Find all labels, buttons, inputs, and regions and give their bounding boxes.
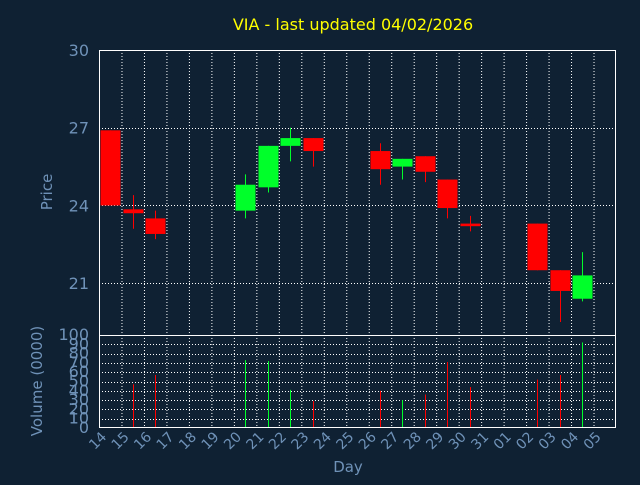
candle-body — [370, 151, 391, 170]
volume-tick-label: 50 — [69, 372, 89, 391]
x-tick-label: 30 — [446, 429, 470, 453]
candle-22 — [280, 127, 301, 162]
x-tick-label: 16 — [131, 429, 155, 453]
volume-bar-03 — [560, 374, 561, 428]
volume-bar-16 — [155, 374, 156, 428]
x-tick-label: 23 — [289, 429, 313, 453]
x-tick-label: 31 — [468, 429, 492, 453]
volume-bar-29 — [447, 361, 448, 428]
x-axis-label: Day — [333, 458, 363, 476]
candle-02 — [527, 223, 548, 271]
axes — [99, 50, 616, 428]
candle-23 — [303, 138, 324, 167]
volume-tick-label: 30 — [69, 390, 89, 409]
candle-body — [258, 145, 279, 188]
candle-body — [392, 158, 413, 167]
x-tick-label: 14 — [86, 429, 110, 453]
candle-body — [303, 138, 324, 152]
price-axes-frame — [99, 50, 616, 336]
x-tick-label: 27 — [378, 429, 402, 453]
volume-bars — [133, 342, 583, 428]
x-tick-label: 03 — [536, 429, 560, 453]
x-tick-label: 28 — [401, 429, 425, 453]
candle-20 — [235, 174, 256, 219]
volume-bar-15 — [133, 384, 134, 428]
price-tick-label: 21 — [69, 274, 89, 293]
volume-bar-30 — [470, 387, 471, 428]
volume-tick-label: 40 — [69, 381, 89, 400]
candle-body — [100, 130, 121, 206]
volume-bar-20 — [245, 360, 246, 428]
candle-body — [415, 156, 436, 172]
x-tick-label: 02 — [513, 429, 537, 453]
volume-tick-label: 80 — [69, 344, 89, 363]
volume-tick-label: 10 — [69, 409, 89, 428]
x-tick-label: 20 — [221, 429, 245, 453]
volume-bar-02 — [537, 379, 538, 428]
candle-body — [235, 184, 256, 211]
x-tick-label: 15 — [109, 429, 133, 453]
candle-body — [437, 179, 458, 209]
candle-16 — [145, 210, 166, 240]
volume-bar-28 — [425, 394, 426, 428]
candle-21 — [258, 145, 279, 193]
x-tick-label: 05 — [581, 429, 605, 453]
x-tick-label: 25 — [333, 429, 357, 453]
candle-body — [145, 218, 166, 234]
candle-30 — [460, 215, 481, 232]
volume-tick-label: 0 — [79, 418, 89, 437]
candle-body — [123, 209, 144, 214]
volume-axes-frame — [99, 335, 616, 428]
candles — [100, 127, 593, 323]
candle-29 — [437, 179, 458, 219]
candle-body — [460, 223, 481, 227]
x-tick-label: 04 — [558, 429, 582, 453]
candle-body — [527, 223, 548, 271]
price-grid — [99, 50, 616, 335]
chart-title: VIA - last updated 04/02/2026 — [233, 15, 473, 34]
x-tick-label: 29 — [423, 429, 447, 453]
candle-04 — [572, 252, 593, 302]
price-tick-label: 24 — [69, 196, 89, 215]
x-tick-label: 01 — [491, 429, 515, 453]
price-tick-label: 27 — [69, 119, 89, 138]
candle-14 — [100, 130, 121, 206]
volume-tick-label: 60 — [69, 362, 89, 381]
x-tick-label: 24 — [311, 429, 335, 453]
volume-tick-label: 100 — [58, 325, 89, 344]
volume-tick-label: 90 — [69, 334, 89, 353]
volume-bar-04 — [582, 342, 583, 428]
candle-15 — [123, 195, 144, 229]
candle-body — [280, 138, 301, 146]
x-tick-label: 21 — [244, 429, 268, 453]
x-tick-label: 19 — [199, 429, 223, 453]
x-tick-label: 18 — [176, 429, 200, 453]
volume-bar-21 — [268, 361, 269, 428]
x-tick-label: 17 — [154, 429, 178, 453]
volume-bar-23 — [313, 401, 314, 428]
volume-bar-27 — [402, 400, 403, 428]
volume-grid — [99, 335, 616, 428]
volume-axis-label: Volume (0000) — [28, 326, 46, 436]
candle-28 — [415, 156, 436, 183]
price-tick-label: 30 — [69, 41, 89, 60]
x-tick-label: 22 — [266, 429, 290, 453]
candle-body — [550, 270, 571, 291]
volume-tick-label: 70 — [69, 353, 89, 372]
candle-26 — [370, 143, 391, 185]
price-axis-label: Price — [38, 174, 56, 211]
volume-bar-26 — [380, 390, 381, 428]
candle-03 — [550, 270, 571, 323]
volume-bar-22 — [290, 389, 291, 428]
candle-body — [572, 275, 593, 299]
x-tick-label: 26 — [356, 429, 380, 453]
volume-tick-label: 20 — [69, 399, 89, 418]
candle-27 — [392, 158, 413, 180]
